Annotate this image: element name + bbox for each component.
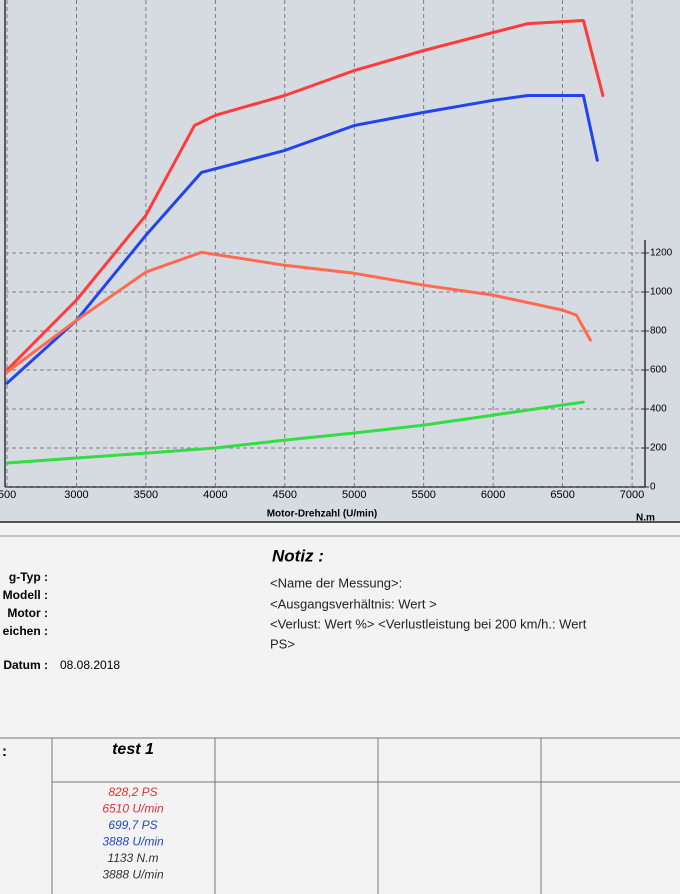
x-tick-label: 4500 — [273, 489, 297, 501]
result-value: 1133 N.m — [107, 851, 158, 865]
result-value: 699,7 PS — [108, 818, 157, 832]
note-line: PS> — [270, 636, 295, 651]
x-tick-label: 500 — [0, 489, 16, 501]
x-axis-label: Motor-Drehzahl (U/min) — [267, 509, 378, 520]
y2-tick-label: 0 — [650, 482, 656, 493]
note-line: <Verlust: Wert %> <Verlustleistung bei 2… — [270, 616, 587, 631]
x-tick-label: 6000 — [481, 489, 505, 501]
table-header: test 1 — [112, 741, 154, 758]
x-tick-label: 4000 — [203, 489, 227, 501]
results-table-grid — [0, 737, 680, 894]
chart-background — [0, 0, 680, 522]
y2-tick-label: 1200 — [650, 248, 673, 259]
curve — [5, 400, 585, 465]
x-tick-label: 5500 — [411, 489, 435, 501]
x-tick-label: 5000 — [342, 489, 366, 501]
date-label: Datum : — [3, 658, 48, 672]
x-tick-label: 6500 — [550, 489, 574, 501]
field-label: g-Typ : — [9, 570, 48, 584]
field-label: Motor : — [7, 606, 48, 620]
y2-tick-label: 1000 — [650, 287, 673, 298]
date: 08.08.2018 — [60, 658, 120, 672]
y2-tick-label: 800 — [650, 326, 667, 337]
form-background — [0, 522, 680, 894]
note-title: Notiz : — [272, 546, 324, 565]
curve — [5, 19, 605, 372]
result-value: 3888 U/min — [102, 835, 164, 849]
curve — [5, 94, 599, 385]
y2-tick-label: 400 — [650, 404, 667, 415]
result-value: 6510 U/min — [102, 802, 164, 816]
y2-unit: N.m — [636, 513, 655, 524]
result-value: 828,2 PS — [108, 785, 157, 799]
curve — [5, 250, 592, 374]
x-tick-label: 3000 — [64, 489, 88, 501]
field-label: eichen : — [3, 624, 48, 638]
x-tick-label: 7000 — [620, 489, 644, 501]
y2-tick-label: 200 — [650, 443, 667, 454]
x-tick-label: 3500 — [134, 489, 158, 501]
note-line: <Name der Messung>: — [270, 575, 402, 590]
table-row-label: : — [2, 743, 7, 760]
result-value: 3888 U/min — [102, 868, 164, 882]
y2-tick-label: 600 — [650, 365, 667, 376]
note-line: <Ausgangsverhältnis: Wert > — [270, 596, 437, 611]
field-label: Modell : — [3, 588, 48, 602]
